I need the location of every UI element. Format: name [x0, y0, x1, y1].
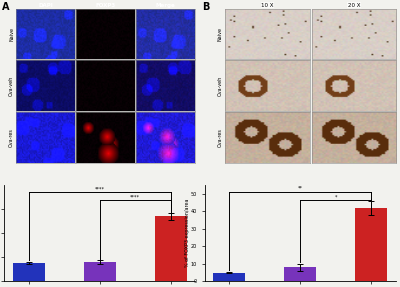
Text: ****: **** [95, 186, 105, 191]
Title: 10 X: 10 X [261, 3, 274, 7]
Bar [355, 208, 387, 281]
Text: **: ** [298, 186, 303, 191]
Text: Ova-veh: Ova-veh [9, 75, 14, 96]
Bar [84, 262, 116, 281]
Text: Naive: Naive [218, 27, 222, 41]
Text: Ova-res: Ova-res [9, 128, 14, 147]
Bar [284, 267, 316, 281]
Title: 20 X: 20 X [348, 3, 360, 7]
Text: *: * [335, 195, 337, 199]
Text: Ova-res: Ova-res [218, 128, 222, 147]
Title: DAPI: DAPI [38, 3, 53, 7]
Title: FOXP3: FOXP3 [96, 3, 116, 7]
Text: Ova-veh: Ova-veh [218, 75, 222, 96]
Bar [154, 216, 186, 281]
Text: B: B [202, 2, 209, 12]
Text: Naive: Naive [9, 27, 14, 41]
Title: Merge: Merge [156, 3, 176, 7]
Y-axis label: % of FOXP3 expression/area: % of FOXP3 expression/area [184, 199, 190, 267]
Text: A: A [2, 2, 10, 12]
Bar [214, 273, 246, 281]
Bar [13, 263, 45, 281]
Text: ****: **** [130, 195, 140, 200]
